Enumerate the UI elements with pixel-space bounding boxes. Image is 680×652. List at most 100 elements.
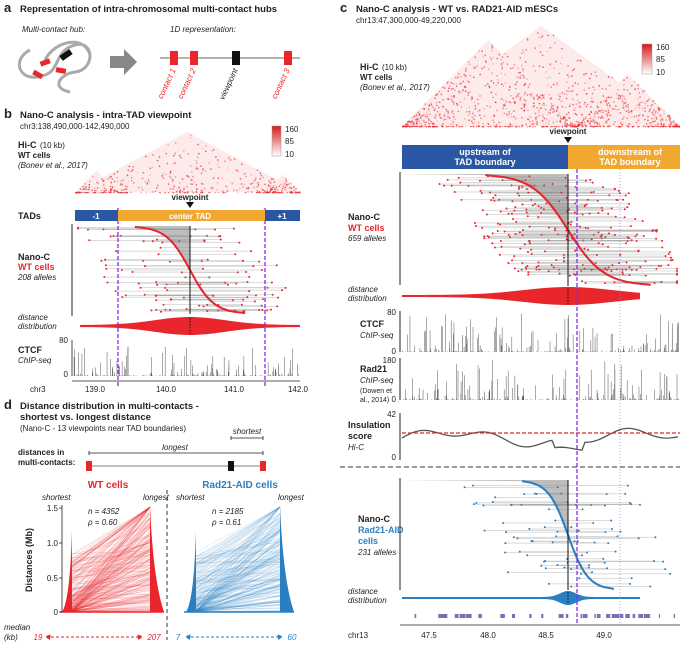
contact: [438, 183, 440, 185]
hic-pixel: [77, 191, 78, 192]
hic-pixel: [638, 84, 639, 85]
hic-pixel: [478, 125, 479, 126]
hic-pixel: [246, 188, 247, 189]
contact: [532, 204, 534, 206]
hic-pixel: [474, 102, 475, 103]
contact: [499, 224, 501, 226]
hic-pixel: [559, 113, 560, 114]
contact: [558, 200, 560, 202]
label: multi-contacts:: [18, 458, 75, 467]
contact: [555, 259, 557, 261]
gene: [644, 614, 646, 618]
hic-pixel: [539, 115, 540, 116]
hic-pixel: [584, 90, 585, 91]
hic-pixel: [527, 119, 528, 120]
hic-pixel: [80, 188, 81, 189]
chrom-label: chr3: [30, 385, 46, 394]
hic-pixel: [591, 101, 592, 102]
hic-pixel: [463, 81, 464, 82]
hic-pixel: [515, 88, 516, 89]
hic-pixel: [196, 162, 197, 163]
hic-pixel: [612, 77, 613, 78]
hic-pixel: [168, 183, 169, 184]
hic-pixel: [157, 185, 158, 186]
hic-pixel: [117, 171, 118, 172]
contact: [451, 185, 453, 187]
region-label: downstream of: [598, 147, 663, 157]
hic-pixel: [245, 176, 246, 177]
contact: [615, 216, 617, 218]
hic-pixel: [97, 187, 98, 188]
contact: [160, 311, 162, 313]
hic-pixel: [591, 73, 592, 74]
panel-title: Nano-C analysis - intra-TAD viewpoint: [20, 110, 192, 121]
hic-pixel: [617, 89, 618, 90]
contact-label: contact 2: [176, 67, 198, 101]
hic-pixel: [637, 126, 638, 127]
hic-pixel: [273, 185, 274, 186]
contact: [548, 508, 550, 510]
hic-pixel: [173, 163, 174, 164]
hic-pixel: [510, 123, 511, 124]
hic-pixel: [514, 101, 515, 102]
hic-pixel: [465, 68, 466, 69]
hic-pixel: [423, 114, 424, 115]
hic-pixel: [409, 126, 410, 127]
hic-pixel: [657, 107, 658, 108]
hic-pixel: [493, 122, 494, 123]
contact: [582, 240, 584, 242]
hic-pixel: [505, 53, 506, 54]
panel-title: shortest vs. longest distance: [20, 412, 151, 423]
hic-pixel: [627, 107, 628, 108]
y-tick-label: 80: [59, 336, 68, 345]
hic-pixel: [554, 68, 555, 69]
hic-pixel: [429, 125, 430, 126]
hic-pixel: [451, 88, 452, 89]
hic-pixel: [536, 121, 537, 122]
hic-pixel: [447, 81, 448, 82]
contact: [545, 202, 547, 204]
hic-pixel: [673, 121, 674, 122]
contact: [507, 571, 509, 573]
hic-pixel: [428, 119, 429, 120]
hic-pixel: [482, 123, 483, 124]
contact: [658, 265, 660, 267]
hic-pixel: [488, 126, 489, 127]
viewpoint-label: viewpoint: [218, 66, 241, 101]
contact: [636, 240, 638, 242]
contact: [578, 530, 580, 532]
hic-pixel: [104, 191, 105, 192]
hic-pixel: [568, 90, 569, 91]
hic-pixel: [590, 118, 591, 119]
contact: [276, 264, 278, 266]
hic-pixel: [646, 101, 647, 102]
contact: [529, 175, 531, 177]
hic-pixel: [592, 101, 593, 102]
hic-pixel: [125, 186, 126, 187]
hic-pixel: [467, 80, 468, 81]
contact: [625, 269, 627, 271]
hic-pixel: [628, 112, 629, 113]
hic-pixel: [480, 74, 481, 75]
hic-pixel: [514, 102, 515, 103]
hic-pixel: [608, 96, 609, 97]
hic-pixel: [212, 187, 213, 188]
hic-pixel: [464, 86, 465, 87]
hic-pixel: [582, 120, 583, 121]
hic-pixel: [623, 79, 624, 80]
hic-pixel: [550, 63, 551, 64]
contact: [272, 294, 274, 296]
hic-pixel: [420, 123, 421, 124]
hic-pixel: [84, 183, 85, 184]
gene: [566, 614, 568, 618]
contact: [233, 228, 235, 230]
hic-pixel: [521, 65, 522, 66]
hic-pixel: [244, 184, 245, 185]
hic-pixel: [552, 111, 553, 112]
hic-pixel: [130, 191, 131, 192]
hic-pixel: [553, 109, 554, 110]
gene: [620, 614, 624, 618]
contact: [271, 281, 273, 283]
hic-pixel: [569, 104, 570, 105]
hic-pixel: [281, 190, 282, 191]
